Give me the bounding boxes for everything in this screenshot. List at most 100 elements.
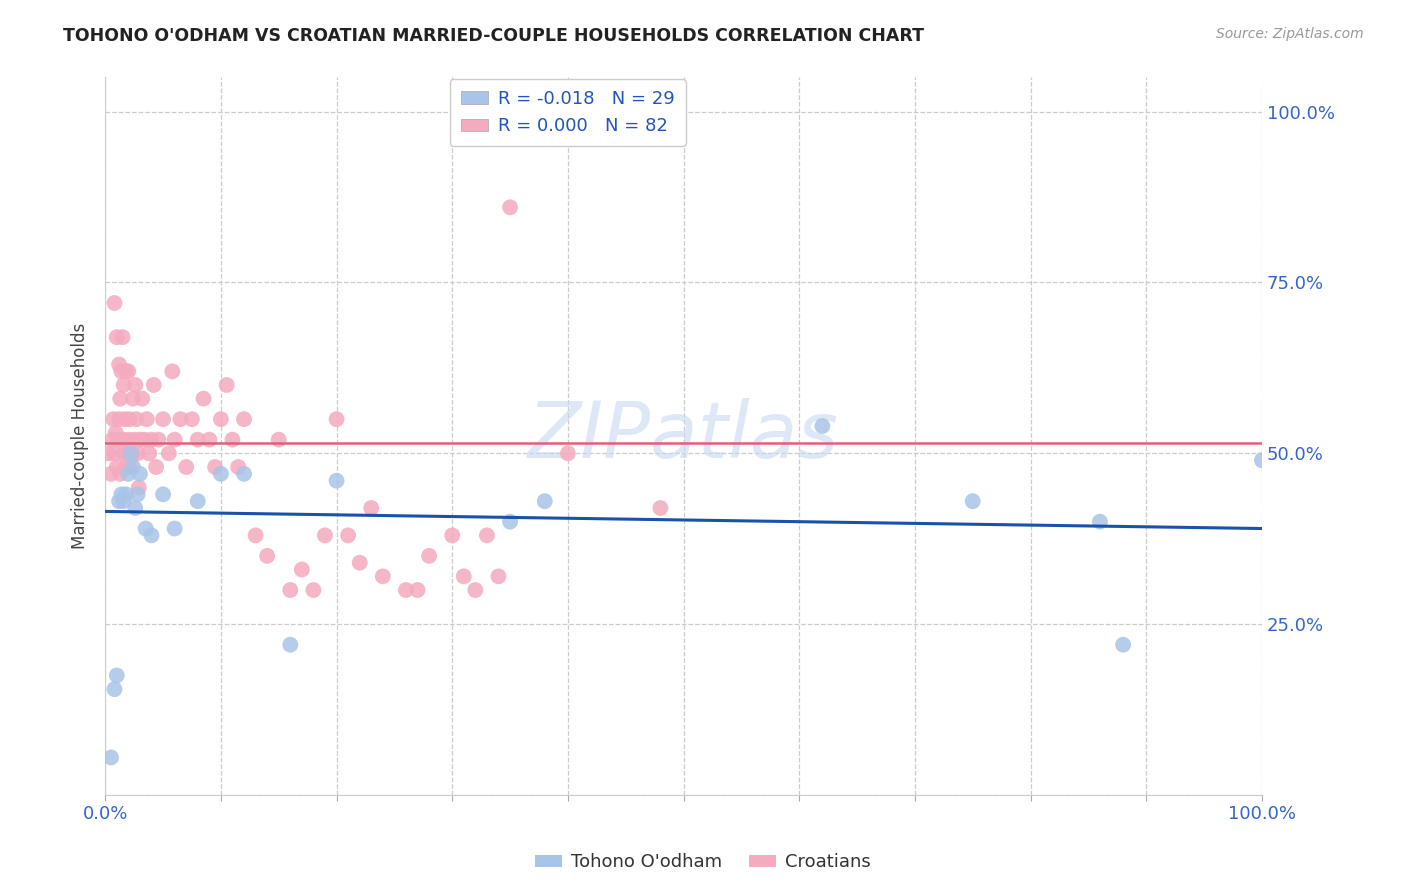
Point bbox=[169, 412, 191, 426]
Point bbox=[181, 412, 204, 426]
Y-axis label: Married-couple Households: Married-couple Households bbox=[72, 323, 89, 549]
Point bbox=[464, 582, 486, 597]
Text: Source: ZipAtlas.com: Source: ZipAtlas.com bbox=[1216, 27, 1364, 41]
Point bbox=[325, 474, 347, 488]
Point bbox=[110, 467, 132, 481]
Point bbox=[533, 494, 555, 508]
Point bbox=[108, 358, 131, 372]
Point bbox=[233, 467, 256, 481]
Point bbox=[141, 433, 163, 447]
Point bbox=[395, 582, 418, 597]
Point bbox=[122, 433, 145, 447]
Point bbox=[314, 528, 336, 542]
Point bbox=[103, 446, 125, 460]
Point bbox=[302, 582, 325, 597]
Point bbox=[453, 569, 475, 583]
Point bbox=[101, 433, 124, 447]
Legend: Tohono O'odham, Croatians: Tohono O'odham, Croatians bbox=[527, 847, 879, 879]
Point bbox=[131, 392, 153, 406]
Point bbox=[117, 433, 139, 447]
Text: ZIPatlas: ZIPatlas bbox=[529, 398, 839, 475]
Point bbox=[226, 460, 249, 475]
Point bbox=[278, 582, 301, 597]
Point bbox=[127, 487, 149, 501]
Point bbox=[97, 446, 120, 460]
Point bbox=[163, 522, 186, 536]
Point bbox=[499, 515, 522, 529]
Point bbox=[115, 487, 138, 501]
Point bbox=[267, 433, 290, 447]
Point bbox=[115, 446, 138, 460]
Point bbox=[120, 446, 142, 460]
Point bbox=[112, 446, 135, 460]
Point bbox=[103, 296, 125, 310]
Point bbox=[1251, 453, 1274, 467]
Point bbox=[105, 330, 128, 344]
Point bbox=[187, 494, 209, 508]
Point bbox=[193, 392, 215, 406]
Point bbox=[152, 487, 174, 501]
Point bbox=[962, 494, 984, 508]
Point bbox=[187, 433, 209, 447]
Point bbox=[105, 668, 128, 682]
Point bbox=[124, 378, 146, 392]
Point bbox=[110, 364, 132, 378]
Point bbox=[122, 392, 145, 406]
Point bbox=[291, 562, 314, 576]
Point bbox=[128, 481, 150, 495]
Point bbox=[103, 412, 125, 426]
Point bbox=[125, 412, 148, 426]
Point bbox=[209, 412, 232, 426]
Point bbox=[108, 494, 131, 508]
Point bbox=[124, 501, 146, 516]
Point bbox=[162, 364, 184, 378]
Point bbox=[245, 528, 267, 542]
Point bbox=[256, 549, 278, 563]
Point bbox=[120, 460, 142, 475]
Point bbox=[112, 378, 135, 392]
Point bbox=[110, 392, 132, 406]
Point bbox=[488, 569, 510, 583]
Point bbox=[152, 412, 174, 426]
Point bbox=[145, 460, 167, 475]
Point bbox=[811, 419, 834, 434]
Point bbox=[115, 364, 138, 378]
Point bbox=[141, 528, 163, 542]
Point bbox=[148, 433, 170, 447]
Point bbox=[138, 446, 160, 460]
Point bbox=[117, 364, 139, 378]
Point bbox=[103, 682, 125, 697]
Point bbox=[129, 433, 152, 447]
Point bbox=[406, 582, 429, 597]
Point bbox=[325, 412, 347, 426]
Point bbox=[174, 460, 197, 475]
Point bbox=[115, 460, 138, 475]
Point bbox=[204, 460, 226, 475]
Point bbox=[157, 446, 180, 460]
Point bbox=[129, 467, 152, 481]
Point bbox=[441, 528, 464, 542]
Point bbox=[100, 750, 122, 764]
Point bbox=[557, 446, 579, 460]
Point bbox=[418, 549, 440, 563]
Point bbox=[209, 467, 232, 481]
Point bbox=[117, 467, 139, 481]
Point bbox=[221, 433, 243, 447]
Point bbox=[127, 446, 149, 460]
Point bbox=[475, 528, 498, 542]
Point bbox=[112, 494, 135, 508]
Point bbox=[499, 200, 522, 214]
Point bbox=[360, 501, 382, 516]
Point bbox=[198, 433, 221, 447]
Point bbox=[135, 412, 157, 426]
Point bbox=[135, 522, 157, 536]
Point bbox=[278, 638, 301, 652]
Point bbox=[111, 433, 134, 447]
Point bbox=[163, 433, 186, 447]
Legend: R = -0.018   N = 29, R = 0.000   N = 82: R = -0.018 N = 29, R = 0.000 N = 82 bbox=[450, 79, 686, 146]
Point bbox=[100, 467, 122, 481]
Point bbox=[107, 433, 129, 447]
Point bbox=[104, 425, 127, 440]
Point bbox=[1112, 638, 1135, 652]
Point bbox=[108, 412, 131, 426]
